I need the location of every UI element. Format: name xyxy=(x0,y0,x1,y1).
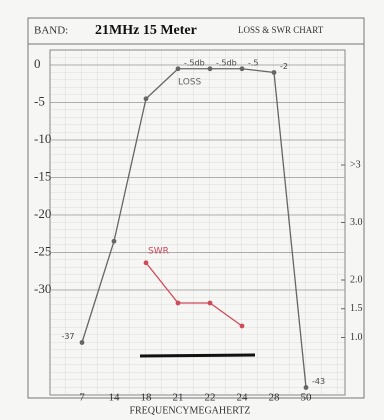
x-tick-label: 7 xyxy=(79,392,85,404)
data-point xyxy=(272,70,277,75)
data-point xyxy=(176,301,181,306)
x-tick-label: 21 xyxy=(173,392,184,404)
data-label: -43 xyxy=(312,377,325,386)
data-point xyxy=(144,96,149,101)
data-label: -.5 xyxy=(248,58,259,67)
x-tick-label: 50 xyxy=(301,392,313,404)
data-label: -37 xyxy=(61,332,74,341)
band-label: BAND: xyxy=(34,25,68,37)
x-tick-label: 18 xyxy=(141,392,153,404)
chart-subtitle: LOSS & SWR CHART xyxy=(238,25,324,35)
data-point xyxy=(176,66,181,71)
data-point xyxy=(80,340,85,345)
chart: BAND: 21MHz 15 Meter LOSS & SWR CHART FR… xyxy=(0,0,384,420)
data-label: -.5db xyxy=(216,58,237,67)
y-tick-label: -10 xyxy=(34,131,51,146)
data-point xyxy=(144,260,149,265)
y2-tick-label: 3.0 xyxy=(350,217,363,228)
y-tick-label: -20 xyxy=(34,206,51,221)
y2-tick-label: >3 xyxy=(350,159,361,170)
y2-tick-label: 1.5 xyxy=(350,303,363,314)
data-point xyxy=(208,301,213,306)
x-tick-label: 22 xyxy=(205,392,216,404)
y-tick-label: -5 xyxy=(34,93,45,108)
x-tick-label: 28 xyxy=(269,392,281,404)
chart-title: 21MHz 15 Meter xyxy=(95,23,197,38)
legend-entry: SWR xyxy=(148,246,169,256)
x-axis-title: FREQUENCYMEGAHERTZ xyxy=(129,405,250,416)
data-point xyxy=(208,66,213,71)
data-point xyxy=(112,239,117,244)
y-tick-label: -25 xyxy=(34,243,51,258)
y-tick-label: -30 xyxy=(34,281,51,296)
data-label: -.5db xyxy=(184,58,205,67)
data-point xyxy=(304,385,309,390)
data-point xyxy=(240,324,245,329)
y2-tick-label: 2.0 xyxy=(350,274,363,285)
legend-entry: LOSS xyxy=(178,78,201,88)
y2-tick-label: 1.0 xyxy=(350,332,363,343)
x-tick-label: 24 xyxy=(237,392,249,404)
x-tick-label: 14 xyxy=(109,392,121,404)
data-point xyxy=(240,66,245,71)
y-tick-label: -15 xyxy=(34,168,51,183)
data-label: -2 xyxy=(280,62,288,71)
y-tick-label: 0 xyxy=(34,56,41,71)
page: {"chart_data":{"type":"line", "header_la… xyxy=(0,0,384,420)
grid-area xyxy=(50,50,345,395)
baseline-stroke xyxy=(140,355,255,356)
